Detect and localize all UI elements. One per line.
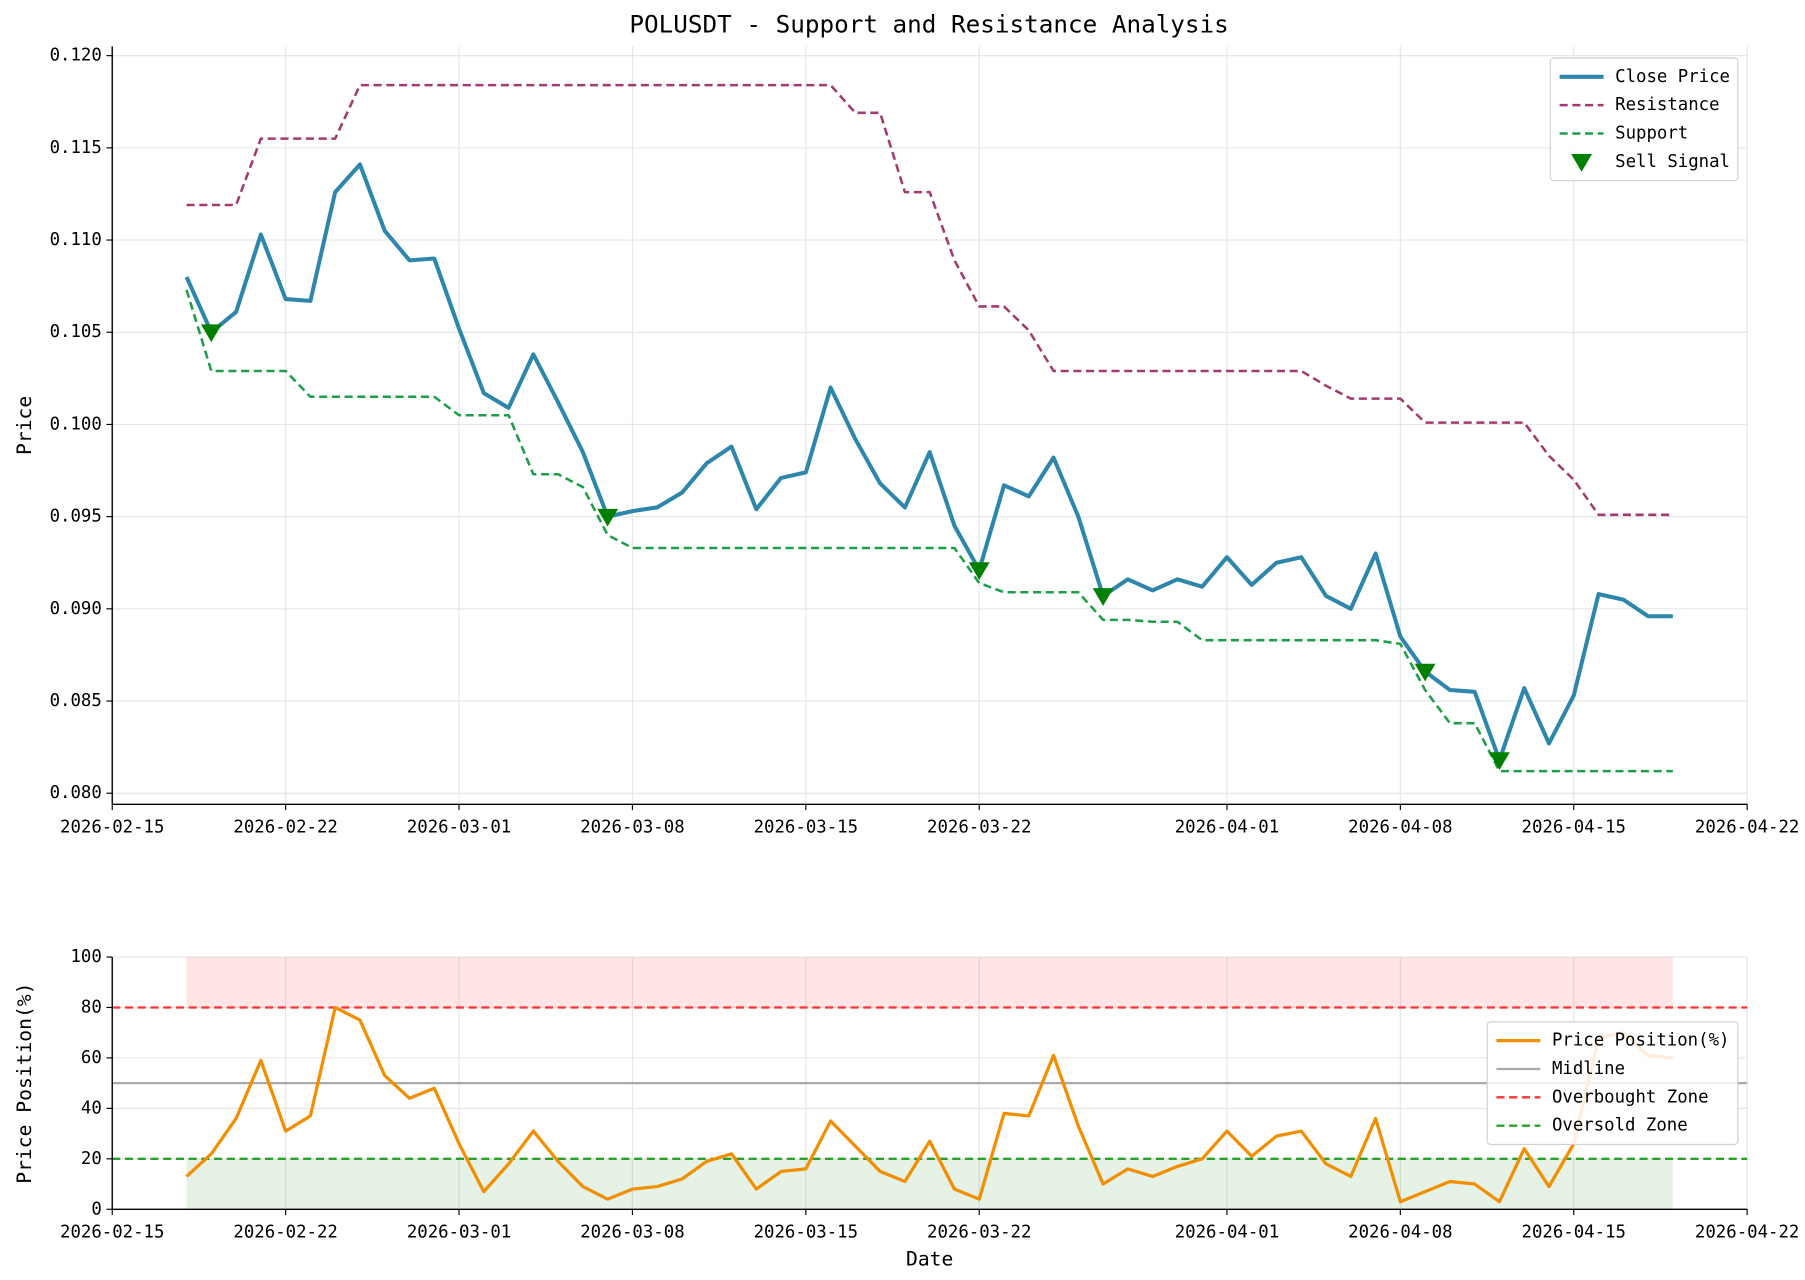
x-tick-label: 2026-04-01 bbox=[1175, 1222, 1279, 1242]
legend-label: Resistance bbox=[1615, 95, 1719, 115]
x-tick-label: 2026-03-01 bbox=[407, 817, 511, 837]
zone-band bbox=[186, 1158, 1673, 1210]
series-line bbox=[186, 83, 1673, 517]
legend-swatch bbox=[1571, 154, 1592, 172]
y-tick-label: 0.085 bbox=[50, 691, 102, 711]
x-tick-label: 2026-03-08 bbox=[580, 1222, 684, 1242]
legend-box bbox=[1486, 1021, 1739, 1146]
sell-signal bbox=[1414, 663, 1436, 682]
sell-signal bbox=[1092, 588, 1114, 606]
x-tick-label: 2026-03-08 bbox=[580, 817, 684, 837]
y-tick-label: 0.095 bbox=[50, 507, 102, 527]
x-tick-label: 2026-03-15 bbox=[754, 817, 858, 837]
y-tick-label: 0.100 bbox=[50, 414, 102, 434]
x-axis-label: Date bbox=[906, 1248, 953, 1271]
x-tick-label: 2026-02-22 bbox=[233, 817, 337, 837]
legend-label: Close Price bbox=[1615, 67, 1730, 87]
sell-signal bbox=[597, 508, 619, 527]
x-tick-label: 2026-04-08 bbox=[1348, 817, 1452, 837]
legend-label: Price Position(%) bbox=[1552, 1031, 1730, 1051]
x-tick-label: 2026-02-15 bbox=[60, 817, 164, 837]
series-line bbox=[184, 162, 1673, 763]
legend-label: Overbought Zone bbox=[1552, 1087, 1709, 1107]
legend: Close Price Resistance Support Sell Signal bbox=[1549, 57, 1739, 182]
y-axis-label: Price Position(%) bbox=[13, 983, 36, 1184]
x-tick-label: 2026-03-15 bbox=[754, 1222, 858, 1242]
y-tick-label: 0.120 bbox=[50, 46, 102, 66]
y-tick-label: 0.080 bbox=[50, 783, 102, 803]
y-tick-label: 60 bbox=[81, 1048, 102, 1068]
x-tick-label: 2026-04-22 bbox=[1695, 817, 1799, 837]
x-tick-label: 2026-03-01 bbox=[407, 1222, 511, 1242]
legend: Price Position(%) Midline Overbought Zone O… bbox=[1486, 1021, 1739, 1146]
y-axis-label: Price bbox=[13, 396, 36, 455]
x-tick-label: 2026-04-01 bbox=[1175, 817, 1279, 837]
y-tick-label: 0.110 bbox=[50, 230, 102, 250]
zone-band bbox=[186, 957, 1673, 1008]
y-tick-label: 0.105 bbox=[50, 322, 102, 342]
legend-label: Sell Signal bbox=[1615, 152, 1730, 172]
x-tick-label: 2026-04-22 bbox=[1695, 1222, 1799, 1242]
sell-signal bbox=[1489, 752, 1510, 770]
x-tick-label: 2026-03-22 bbox=[927, 817, 1031, 837]
x-tick-label: 2026-02-22 bbox=[233, 1222, 337, 1242]
series-line bbox=[185, 1005, 1673, 1204]
sell-signal bbox=[200, 324, 222, 343]
y-tick-label: 80 bbox=[81, 997, 102, 1017]
x-tick-label: 2026-03-22 bbox=[927, 1222, 1031, 1242]
sell-signal bbox=[968, 562, 990, 581]
y-tick-label: 0.090 bbox=[50, 599, 102, 619]
legend-label: Midline bbox=[1552, 1059, 1625, 1079]
y-tick-label: 0.115 bbox=[50, 138, 102, 158]
y-tick-label: 0 bbox=[91, 1199, 101, 1219]
y-tick-label: 100 bbox=[70, 947, 101, 967]
x-tick-label: 2026-04-15 bbox=[1522, 817, 1626, 837]
legend-box bbox=[1549, 57, 1739, 182]
x-tick-label: 2026-04-15 bbox=[1522, 1222, 1626, 1242]
y-tick-label: 40 bbox=[81, 1098, 102, 1118]
chart-title: POLUSDT - Support and Resistance Analysi… bbox=[629, 10, 1228, 39]
x-tick-label: 2026-02-15 bbox=[60, 1222, 164, 1242]
legend-label: Oversold Zone bbox=[1552, 1116, 1688, 1136]
y-tick-label: 20 bbox=[81, 1149, 102, 1169]
series-line bbox=[185, 289, 1673, 773]
x-tick-label: 2026-04-08 bbox=[1348, 1222, 1452, 1242]
legend-label: Support bbox=[1615, 124, 1688, 144]
